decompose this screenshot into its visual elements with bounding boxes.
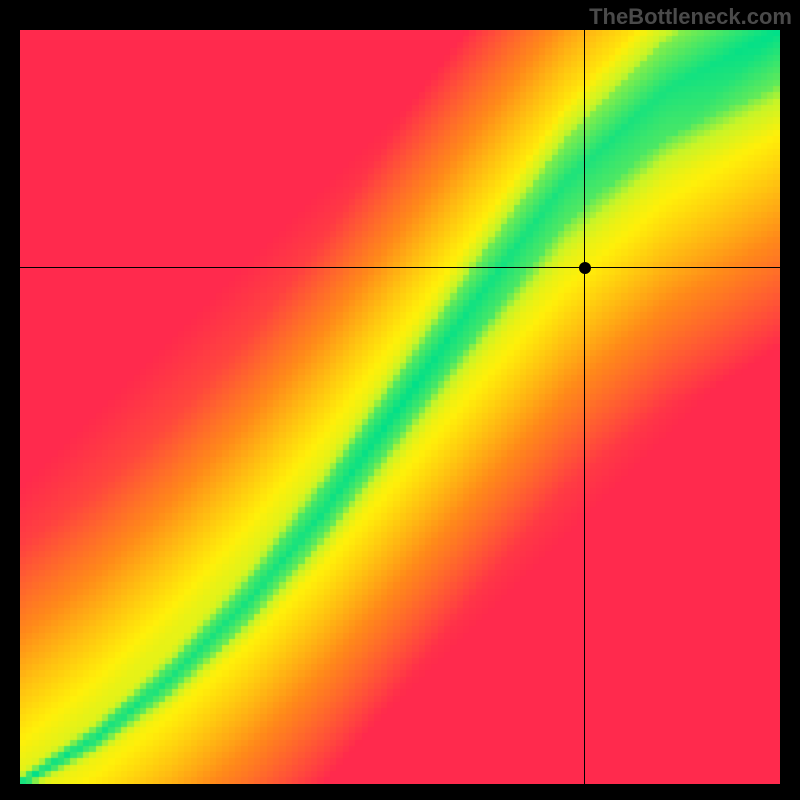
crosshair-horizontal — [20, 267, 780, 268]
watermark-text: TheBottleneck.com — [589, 4, 792, 30]
heatmap-canvas — [20, 30, 780, 784]
plot-frame — [20, 30, 780, 784]
crosshair-marker — [579, 262, 591, 274]
chart-container: TheBottleneck.com — [0, 0, 800, 800]
crosshair-vertical — [584, 30, 585, 784]
